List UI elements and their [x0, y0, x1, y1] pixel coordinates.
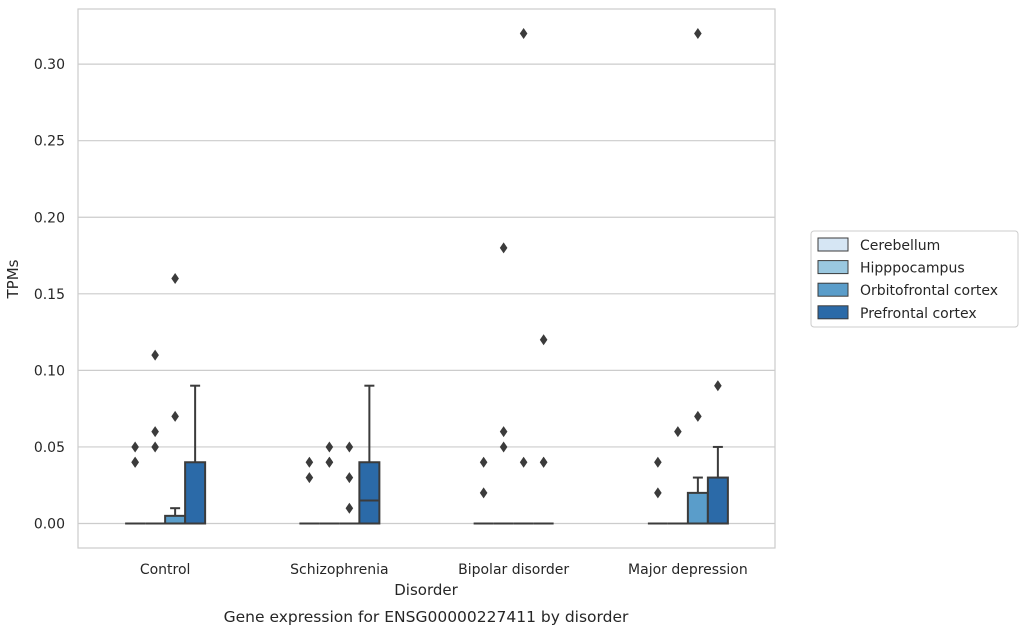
outlier-point: [499, 441, 508, 453]
outlier-point: [131, 441, 139, 453]
outlier-point: [171, 273, 179, 284]
y-tick-labels: 0.00 0.05 0.10 0.15 0.20 0.25 0.30: [34, 57, 65, 532]
box-body: [358, 461, 381, 525]
x-axis-label: Disorder: [394, 581, 458, 599]
box-2-3: [686, 28, 709, 525]
box-1-1: [319, 441, 340, 525]
x-tick-label: Major depression: [628, 562, 748, 578]
box-0-3: [647, 456, 668, 525]
y-tick-label: 0.05: [34, 440, 65, 456]
x-tick-label: Schizophrenia: [290, 562, 388, 578]
box-3-3: [706, 380, 729, 525]
y-tick-label: 0.25: [34, 134, 65, 150]
box-body: [164, 514, 187, 525]
box-2-1: [339, 441, 360, 525]
box-2-0: [164, 273, 187, 525]
outlier-point: [539, 456, 548, 468]
outlier-point: [539, 334, 548, 346]
outlier-point: [131, 456, 139, 468]
box-2-2: [513, 28, 534, 525]
outlier-point: [479, 487, 488, 499]
outlier-point: [519, 28, 528, 39]
legend-entry: Cerebellum: [860, 238, 940, 254]
outlier-point: [499, 242, 508, 254]
outlier-point: [714, 380, 722, 392]
outlier-point: [654, 456, 662, 468]
box-1-2: [493, 242, 514, 525]
legend-swatch: [817, 305, 849, 320]
x-tick-labels: Control Schizophrenia Bipolar disorder Majo…: [140, 562, 748, 578]
box-body: [184, 461, 207, 525]
y-axis-label: TPMs: [4, 259, 22, 299]
box-3-0: [184, 384, 207, 525]
box-body: [706, 476, 729, 525]
outlier-point: [151, 441, 159, 453]
x-tick-label: Bipolar disorder: [458, 562, 569, 578]
outlier-point: [305, 472, 314, 484]
legend-entry: Prefrontal cortex: [860, 306, 977, 322]
y-tick-label: 0.30: [34, 57, 65, 73]
outlier-point: [674, 426, 682, 438]
legend-swatch: [817, 282, 849, 297]
legend-entry: Hipppocampus: [860, 261, 965, 277]
outlier-point: [694, 28, 702, 39]
y-tick-label: 0.20: [34, 210, 65, 226]
outlier-point: [171, 410, 179, 422]
box-3-1: [358, 384, 381, 525]
outlier-point: [654, 487, 662, 499]
chart-caption: Gene expression for ENSG00000227411 by d…: [224, 608, 629, 626]
outlier-point: [479, 456, 488, 468]
legend-frame: [810, 230, 1019, 328]
y-tick-label: 0.00: [34, 517, 65, 533]
legend-swatch: [817, 260, 849, 275]
outlier-point: [345, 441, 354, 453]
box-0-2: [473, 456, 494, 525]
legend: Cerebellum Hipppocampus Orbitofrontal cort…: [810, 230, 1019, 328]
box-0-1: [299, 456, 320, 525]
legend-entry: Orbitofrontal cortex: [860, 283, 998, 299]
plot-frame: [77, 8, 776, 549]
outlier-point: [151, 426, 159, 438]
outlier-point: [345, 472, 354, 484]
box-3-2: [533, 334, 554, 525]
y-tick-label: 0.15: [34, 287, 65, 303]
box-body: [686, 491, 709, 525]
outlier-point: [151, 349, 159, 361]
outlier-point: [694, 410, 702, 422]
x-tick-label: Control: [140, 562, 191, 578]
outlier-point: [305, 456, 314, 468]
outlier-point: [519, 456, 528, 468]
outlier-point: [345, 502, 354, 514]
box-1-0: [145, 349, 166, 525]
legend-swatch: [817, 237, 849, 252]
box-groups: [125, 28, 729, 525]
box-1-3: [667, 426, 688, 525]
y-tick-label: 0.10: [34, 363, 65, 379]
box-0-0: [125, 441, 146, 525]
outlier-point: [325, 456, 334, 468]
outlier-point: [325, 441, 334, 453]
outlier-point: [499, 426, 508, 438]
